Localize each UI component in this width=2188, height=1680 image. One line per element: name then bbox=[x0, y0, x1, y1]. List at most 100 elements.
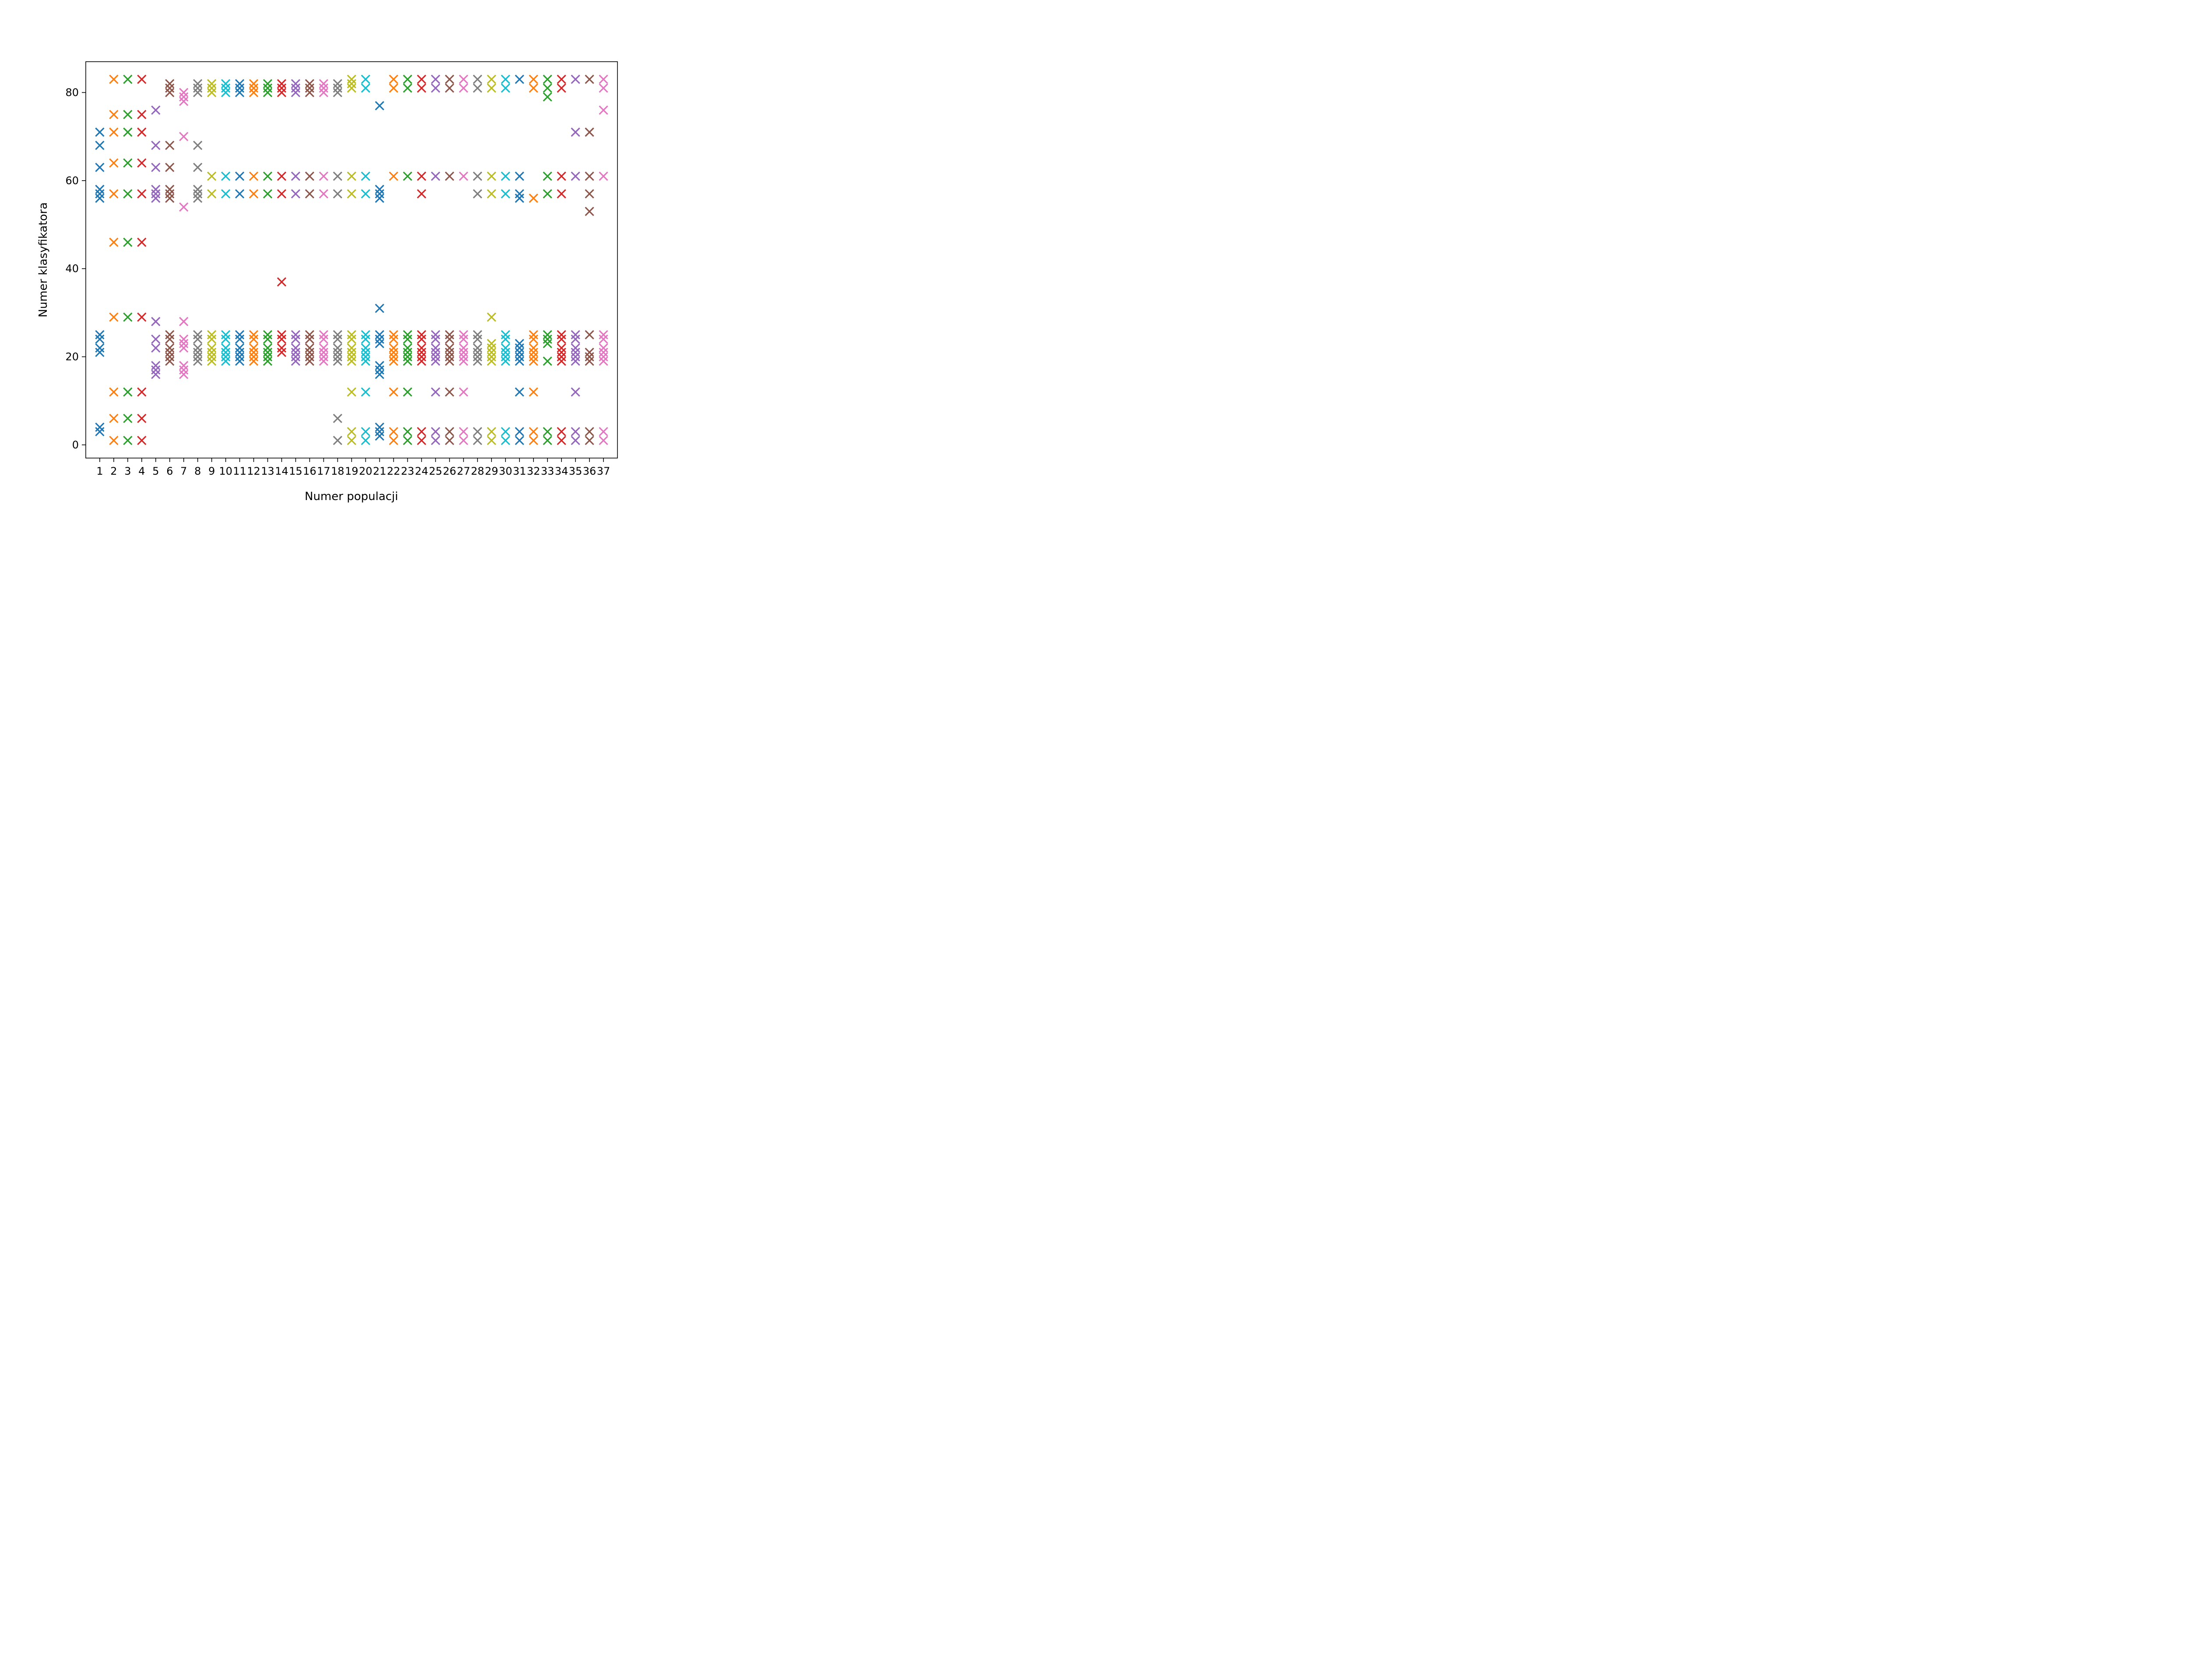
series-population-36 bbox=[585, 74, 594, 445]
data-point bbox=[277, 277, 287, 287]
data-point bbox=[249, 343, 259, 353]
data-point bbox=[417, 356, 426, 366]
data-point bbox=[179, 92, 189, 102]
data-point bbox=[403, 172, 413, 181]
data-point bbox=[277, 172, 287, 181]
data-point bbox=[515, 356, 524, 366]
data-point bbox=[277, 88, 287, 98]
data-point bbox=[389, 172, 399, 181]
data-point bbox=[179, 334, 189, 344]
x-tick-label: 34 bbox=[555, 465, 568, 477]
data-point bbox=[151, 360, 161, 371]
data-point bbox=[529, 334, 538, 344]
data-point bbox=[193, 140, 203, 150]
data-point bbox=[375, 304, 385, 313]
data-point bbox=[347, 74, 357, 84]
data-point bbox=[109, 436, 119, 445]
data-point bbox=[431, 436, 440, 445]
x-tick-label: 32 bbox=[527, 465, 540, 477]
data-point bbox=[529, 83, 538, 93]
x-tick-label: 30 bbox=[499, 465, 512, 477]
data-point bbox=[151, 162, 161, 172]
data-point bbox=[207, 330, 217, 340]
series-population-5 bbox=[151, 105, 161, 379]
data-point bbox=[305, 343, 315, 353]
data-point bbox=[95, 422, 105, 432]
data-point bbox=[389, 74, 399, 84]
data-point bbox=[487, 347, 496, 357]
data-point bbox=[347, 387, 357, 397]
data-point bbox=[123, 110, 133, 119]
data-point bbox=[109, 74, 119, 84]
data-point bbox=[207, 88, 217, 98]
x-tick-label: 8 bbox=[194, 465, 201, 477]
data-point bbox=[249, 83, 259, 93]
series-population-32 bbox=[529, 74, 538, 445]
data-point bbox=[445, 356, 454, 366]
data-point bbox=[95, 127, 105, 137]
data-point bbox=[403, 347, 413, 357]
data-point bbox=[403, 356, 413, 366]
data-point bbox=[585, 330, 594, 340]
data-point bbox=[95, 140, 105, 150]
data-point bbox=[417, 83, 426, 93]
data-point bbox=[207, 334, 217, 344]
data-point bbox=[277, 334, 287, 344]
x-tick-label: 22 bbox=[387, 465, 400, 477]
data-point bbox=[473, 330, 482, 340]
data-point bbox=[123, 189, 133, 199]
data-point bbox=[305, 352, 315, 362]
data-point bbox=[151, 365, 161, 375]
data-point bbox=[333, 343, 343, 353]
data-point bbox=[417, 334, 426, 344]
data-point bbox=[333, 413, 343, 424]
data-point bbox=[347, 427, 357, 437]
data-point bbox=[515, 387, 524, 397]
data-point bbox=[347, 79, 357, 88]
data-point bbox=[95, 193, 105, 203]
data-point bbox=[417, 172, 426, 181]
x-tick-label: 16 bbox=[303, 465, 316, 477]
data-point bbox=[123, 436, 133, 445]
data-point bbox=[333, 356, 343, 366]
scatter-chart: 1 2 3 4 5 6 7 8 9 10 11 12 13 14 15 16 17 18 19 20 21 22 23 24 2… bbox=[0, 0, 676, 507]
data-point bbox=[95, 347, 105, 357]
data-point bbox=[179, 317, 189, 326]
series-population-12 bbox=[249, 79, 259, 366]
data-point bbox=[459, 343, 468, 353]
series-population-23 bbox=[403, 74, 413, 445]
data-point bbox=[501, 330, 510, 340]
data-point bbox=[543, 330, 552, 340]
x-tick-label: 35 bbox=[569, 465, 582, 477]
x-tick-label: 24 bbox=[415, 465, 428, 477]
data-point bbox=[445, 343, 454, 353]
series-population-18 bbox=[333, 79, 343, 445]
data-point bbox=[431, 83, 440, 93]
data-point bbox=[221, 83, 231, 93]
data-point bbox=[557, 352, 566, 362]
data-point bbox=[585, 427, 594, 437]
data-point bbox=[263, 88, 273, 98]
data-point bbox=[347, 352, 357, 362]
data-point bbox=[473, 436, 482, 445]
data-point bbox=[459, 347, 468, 357]
data-point bbox=[487, 339, 496, 348]
x-tick-label: 4 bbox=[138, 465, 145, 477]
data-point bbox=[403, 436, 413, 445]
data-point bbox=[403, 334, 413, 344]
data-point bbox=[599, 347, 608, 357]
data-point bbox=[501, 189, 510, 199]
data-point bbox=[207, 356, 217, 366]
series-population-7 bbox=[179, 88, 189, 379]
data-point bbox=[529, 330, 538, 340]
data-point bbox=[473, 427, 482, 437]
data-point bbox=[459, 330, 468, 340]
x-tick-label: 3 bbox=[124, 465, 131, 477]
data-point bbox=[193, 193, 203, 203]
data-point bbox=[529, 387, 538, 397]
y-tick-label: 60 bbox=[65, 175, 79, 187]
data-point bbox=[361, 74, 371, 84]
data-point bbox=[165, 79, 175, 88]
data-point bbox=[501, 356, 510, 366]
y-axis-ticks: 0 20 40 60 80 bbox=[65, 86, 86, 451]
